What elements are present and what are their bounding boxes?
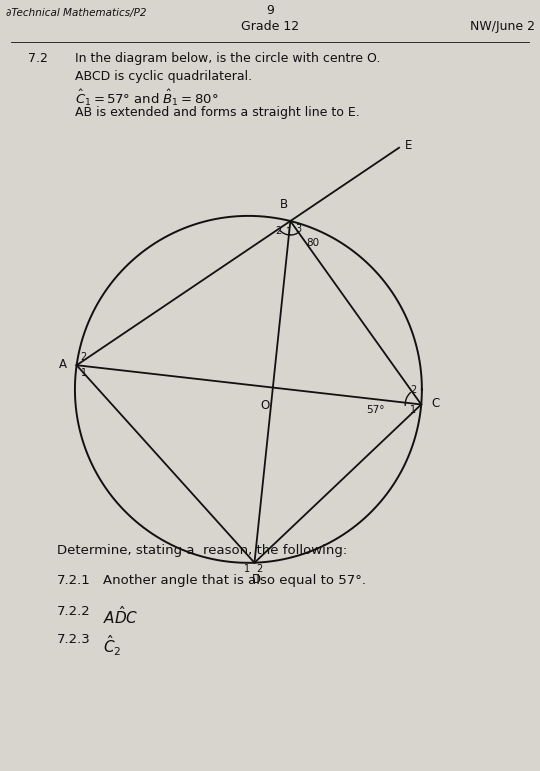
Text: 80: 80 (306, 238, 320, 248)
Text: 3: 3 (295, 224, 301, 234)
Text: Another angle that is also equal to 57°.: Another angle that is also equal to 57°. (103, 574, 366, 588)
Text: D: D (252, 573, 261, 586)
Text: 2: 2 (80, 352, 87, 362)
Text: NW/June 2: NW/June 2 (470, 20, 535, 33)
Text: 57°: 57° (366, 406, 384, 416)
Text: B: B (280, 198, 288, 211)
Text: 7.2.1: 7.2.1 (57, 574, 91, 588)
Text: 7.2: 7.2 (28, 52, 48, 65)
Text: In the diagram below, is the circle with centre O.: In the diagram below, is the circle with… (75, 52, 380, 65)
Text: 7.2.3: 7.2.3 (57, 633, 91, 646)
Text: $\hat{C}_2$: $\hat{C}_2$ (103, 633, 122, 658)
Text: Determine, stating a  reason, the following:: Determine, stating a reason, the followi… (57, 544, 347, 557)
Text: Grade 12: Grade 12 (241, 20, 299, 33)
Text: ∂Technical Mathematics/P2: ∂Technical Mathematics/P2 (6, 8, 146, 18)
Text: C: C (431, 397, 440, 410)
Text: 1: 1 (244, 564, 251, 574)
Text: O: O (260, 399, 269, 412)
Text: AB is extended and forms a straight line to E.: AB is extended and forms a straight line… (75, 106, 360, 119)
Text: 2: 2 (275, 226, 281, 236)
Text: 2: 2 (256, 564, 262, 574)
Text: 1: 1 (80, 369, 87, 379)
Text: E: E (405, 140, 413, 152)
Text: A: A (59, 358, 66, 371)
Text: 2: 2 (410, 386, 416, 396)
Text: ABCD is cyclic quadrilateral.: ABCD is cyclic quadrilateral. (75, 70, 252, 83)
Text: 1: 1 (410, 406, 416, 416)
Text: $A\hat{D}C$: $A\hat{D}C$ (103, 605, 139, 627)
Text: $\hat{C}_1 = 57°$ and $\hat{B}_1 = 80°$: $\hat{C}_1 = 57°$ and $\hat{B}_1 = 80°$ (75, 88, 219, 108)
Text: 7.2.2: 7.2.2 (57, 605, 91, 618)
Text: 9: 9 (266, 4, 274, 17)
Text: 1: 1 (286, 227, 293, 237)
